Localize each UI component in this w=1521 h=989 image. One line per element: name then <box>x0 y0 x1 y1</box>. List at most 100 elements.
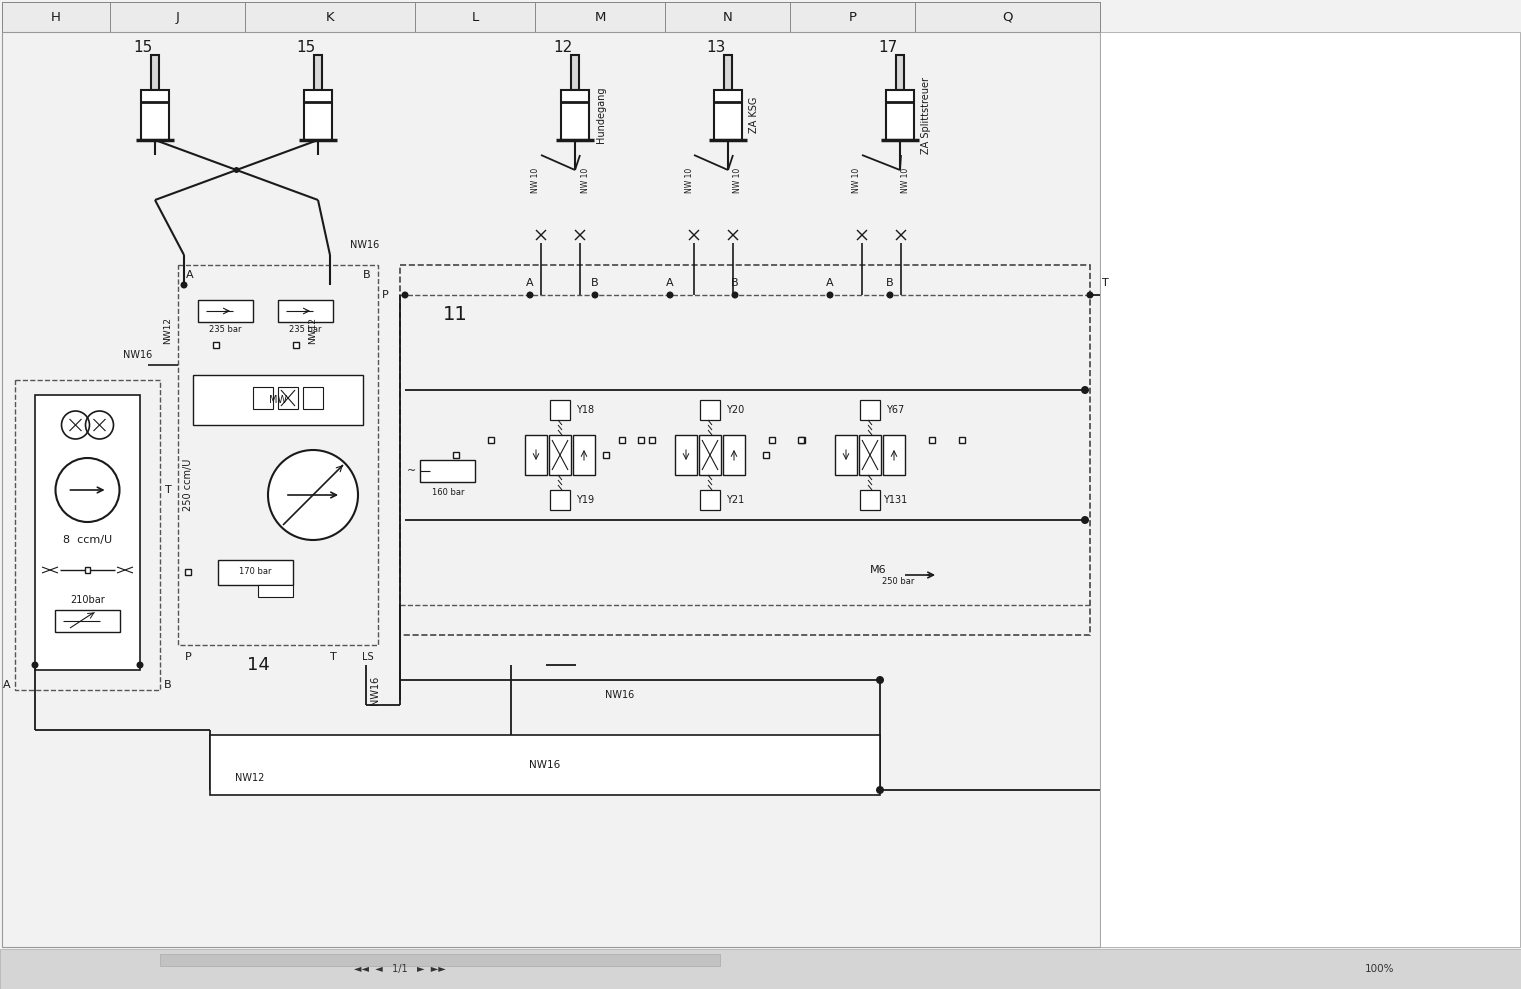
Text: NW 10: NW 10 <box>684 167 694 193</box>
Circle shape <box>592 292 598 299</box>
Circle shape <box>402 292 409 299</box>
Bar <box>252 387 272 409</box>
Text: B: B <box>362 270 370 280</box>
Circle shape <box>234 167 239 173</box>
Text: NW16: NW16 <box>605 690 634 700</box>
Text: 12: 12 <box>554 40 572 54</box>
Text: NW 10: NW 10 <box>531 167 540 193</box>
Bar <box>835 435 856 475</box>
Bar <box>675 435 697 475</box>
Text: A: A <box>186 270 193 280</box>
Text: B: B <box>732 278 739 288</box>
Text: NW16: NW16 <box>123 350 152 360</box>
Text: A: A <box>666 278 674 288</box>
Bar <box>278 300 333 322</box>
Text: NW16: NW16 <box>529 760 561 770</box>
Text: ZA KSG: ZA KSG <box>748 97 759 134</box>
Bar <box>551 490 570 510</box>
Bar <box>141 90 169 140</box>
Text: 14: 14 <box>246 656 269 674</box>
Text: 11: 11 <box>443 306 467 324</box>
Text: 15: 15 <box>134 40 152 54</box>
Text: A: A <box>3 680 11 690</box>
Bar <box>0 949 1521 989</box>
Bar <box>303 387 322 409</box>
Circle shape <box>887 292 893 299</box>
Bar <box>573 435 595 475</box>
Text: NW12: NW12 <box>309 316 318 343</box>
Circle shape <box>1081 386 1089 394</box>
Circle shape <box>826 292 834 299</box>
Bar <box>15 380 160 690</box>
Text: Q: Q <box>1002 11 1013 24</box>
Text: L: L <box>472 11 479 24</box>
Text: NW 10: NW 10 <box>733 167 742 193</box>
Bar <box>859 435 881 475</box>
Circle shape <box>32 662 38 669</box>
Bar <box>278 387 298 409</box>
Text: NW12: NW12 <box>236 773 265 783</box>
Text: 210bar: 210bar <box>70 595 105 605</box>
Bar <box>525 435 548 475</box>
Text: 160 bar: 160 bar <box>432 488 464 496</box>
Text: P: P <box>184 652 192 662</box>
Bar <box>160 954 719 966</box>
Text: N: N <box>722 11 733 24</box>
Text: 13: 13 <box>706 40 726 54</box>
Text: J: J <box>175 11 179 24</box>
Bar <box>2 32 1100 947</box>
Circle shape <box>137 662 143 669</box>
Bar <box>700 400 719 420</box>
Bar <box>551 400 570 420</box>
Text: B: B <box>164 680 172 690</box>
Bar <box>420 460 475 482</box>
Text: B: B <box>887 278 894 288</box>
Text: P: P <box>849 11 856 24</box>
Text: ◄◄  ◄   1/1   ►  ►►: ◄◄ ◄ 1/1 ► ►► <box>354 964 446 974</box>
Text: Y67: Y67 <box>885 405 903 415</box>
Bar <box>570 55 580 90</box>
Text: Hundegang: Hundegang <box>596 87 605 143</box>
Text: 8  ccm/U: 8 ccm/U <box>62 535 113 545</box>
Circle shape <box>666 292 674 299</box>
Circle shape <box>181 282 187 289</box>
Text: Y19: Y19 <box>576 495 595 505</box>
Bar <box>193 375 364 425</box>
Text: NW12: NW12 <box>163 316 172 343</box>
Circle shape <box>526 292 534 299</box>
Circle shape <box>876 786 884 794</box>
Text: NW 10: NW 10 <box>581 167 590 193</box>
Text: 100%: 100% <box>1366 964 1395 974</box>
Text: NW 10: NW 10 <box>902 167 911 193</box>
Text: 170 bar: 170 bar <box>239 568 271 577</box>
Text: NW16: NW16 <box>370 675 380 704</box>
Text: ~: ~ <box>406 466 417 476</box>
Bar <box>561 90 589 140</box>
Bar <box>859 490 881 510</box>
Circle shape <box>1081 516 1089 524</box>
Text: 250 ccm/U: 250 ccm/U <box>183 459 193 511</box>
Text: Y18: Y18 <box>576 405 595 415</box>
Text: H: H <box>52 11 61 24</box>
Text: T: T <box>1101 278 1109 288</box>
Text: K: K <box>325 11 335 24</box>
Text: T: T <box>164 485 172 495</box>
Bar <box>210 735 881 795</box>
Bar <box>887 90 914 140</box>
Circle shape <box>732 292 739 299</box>
Text: Y131: Y131 <box>882 495 907 505</box>
Bar <box>198 300 252 322</box>
Bar <box>400 265 1091 635</box>
Bar <box>896 55 903 90</box>
Text: 235 bar: 235 bar <box>208 325 242 334</box>
Circle shape <box>876 676 884 684</box>
Bar <box>1100 32 1519 947</box>
Bar <box>218 560 294 585</box>
Text: NW16: NW16 <box>350 240 380 250</box>
Text: LS: LS <box>362 652 374 662</box>
Bar <box>313 55 322 90</box>
Text: T: T <box>330 652 336 662</box>
Circle shape <box>268 450 357 540</box>
Text: Y21: Y21 <box>726 495 744 505</box>
Bar <box>700 490 719 510</box>
